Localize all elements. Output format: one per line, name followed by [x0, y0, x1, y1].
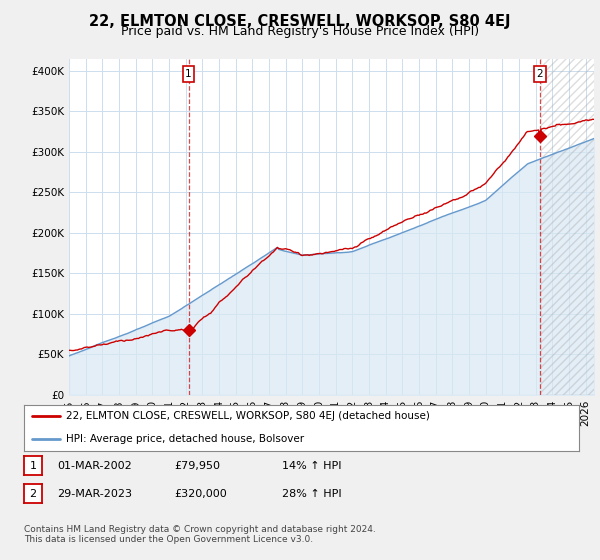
Text: 2: 2 — [536, 69, 543, 79]
Text: 1: 1 — [29, 461, 37, 471]
Text: HPI: Average price, detached house, Bolsover: HPI: Average price, detached house, Bols… — [65, 435, 304, 444]
Text: 01-MAR-2002: 01-MAR-2002 — [57, 461, 132, 471]
Text: 29-MAR-2023: 29-MAR-2023 — [57, 489, 132, 499]
Text: 28% ↑ HPI: 28% ↑ HPI — [282, 489, 341, 499]
Text: 2: 2 — [29, 489, 37, 499]
Text: This data is licensed under the Open Government Licence v3.0.: This data is licensed under the Open Gov… — [24, 535, 313, 544]
Text: Price paid vs. HM Land Registry's House Price Index (HPI): Price paid vs. HM Land Registry's House … — [121, 25, 479, 38]
Text: 22, ELMTON CLOSE, CRESWELL, WORKSOP, S80 4EJ: 22, ELMTON CLOSE, CRESWELL, WORKSOP, S80… — [89, 14, 511, 29]
Text: £79,950: £79,950 — [174, 461, 220, 471]
Text: Contains HM Land Registry data © Crown copyright and database right 2024.: Contains HM Land Registry data © Crown c… — [24, 525, 376, 534]
Text: 22, ELMTON CLOSE, CRESWELL, WORKSOP, S80 4EJ (detached house): 22, ELMTON CLOSE, CRESWELL, WORKSOP, S80… — [65, 412, 430, 421]
Text: 1: 1 — [185, 69, 192, 79]
Text: £320,000: £320,000 — [174, 489, 227, 499]
Text: 14% ↑ HPI: 14% ↑ HPI — [282, 461, 341, 471]
